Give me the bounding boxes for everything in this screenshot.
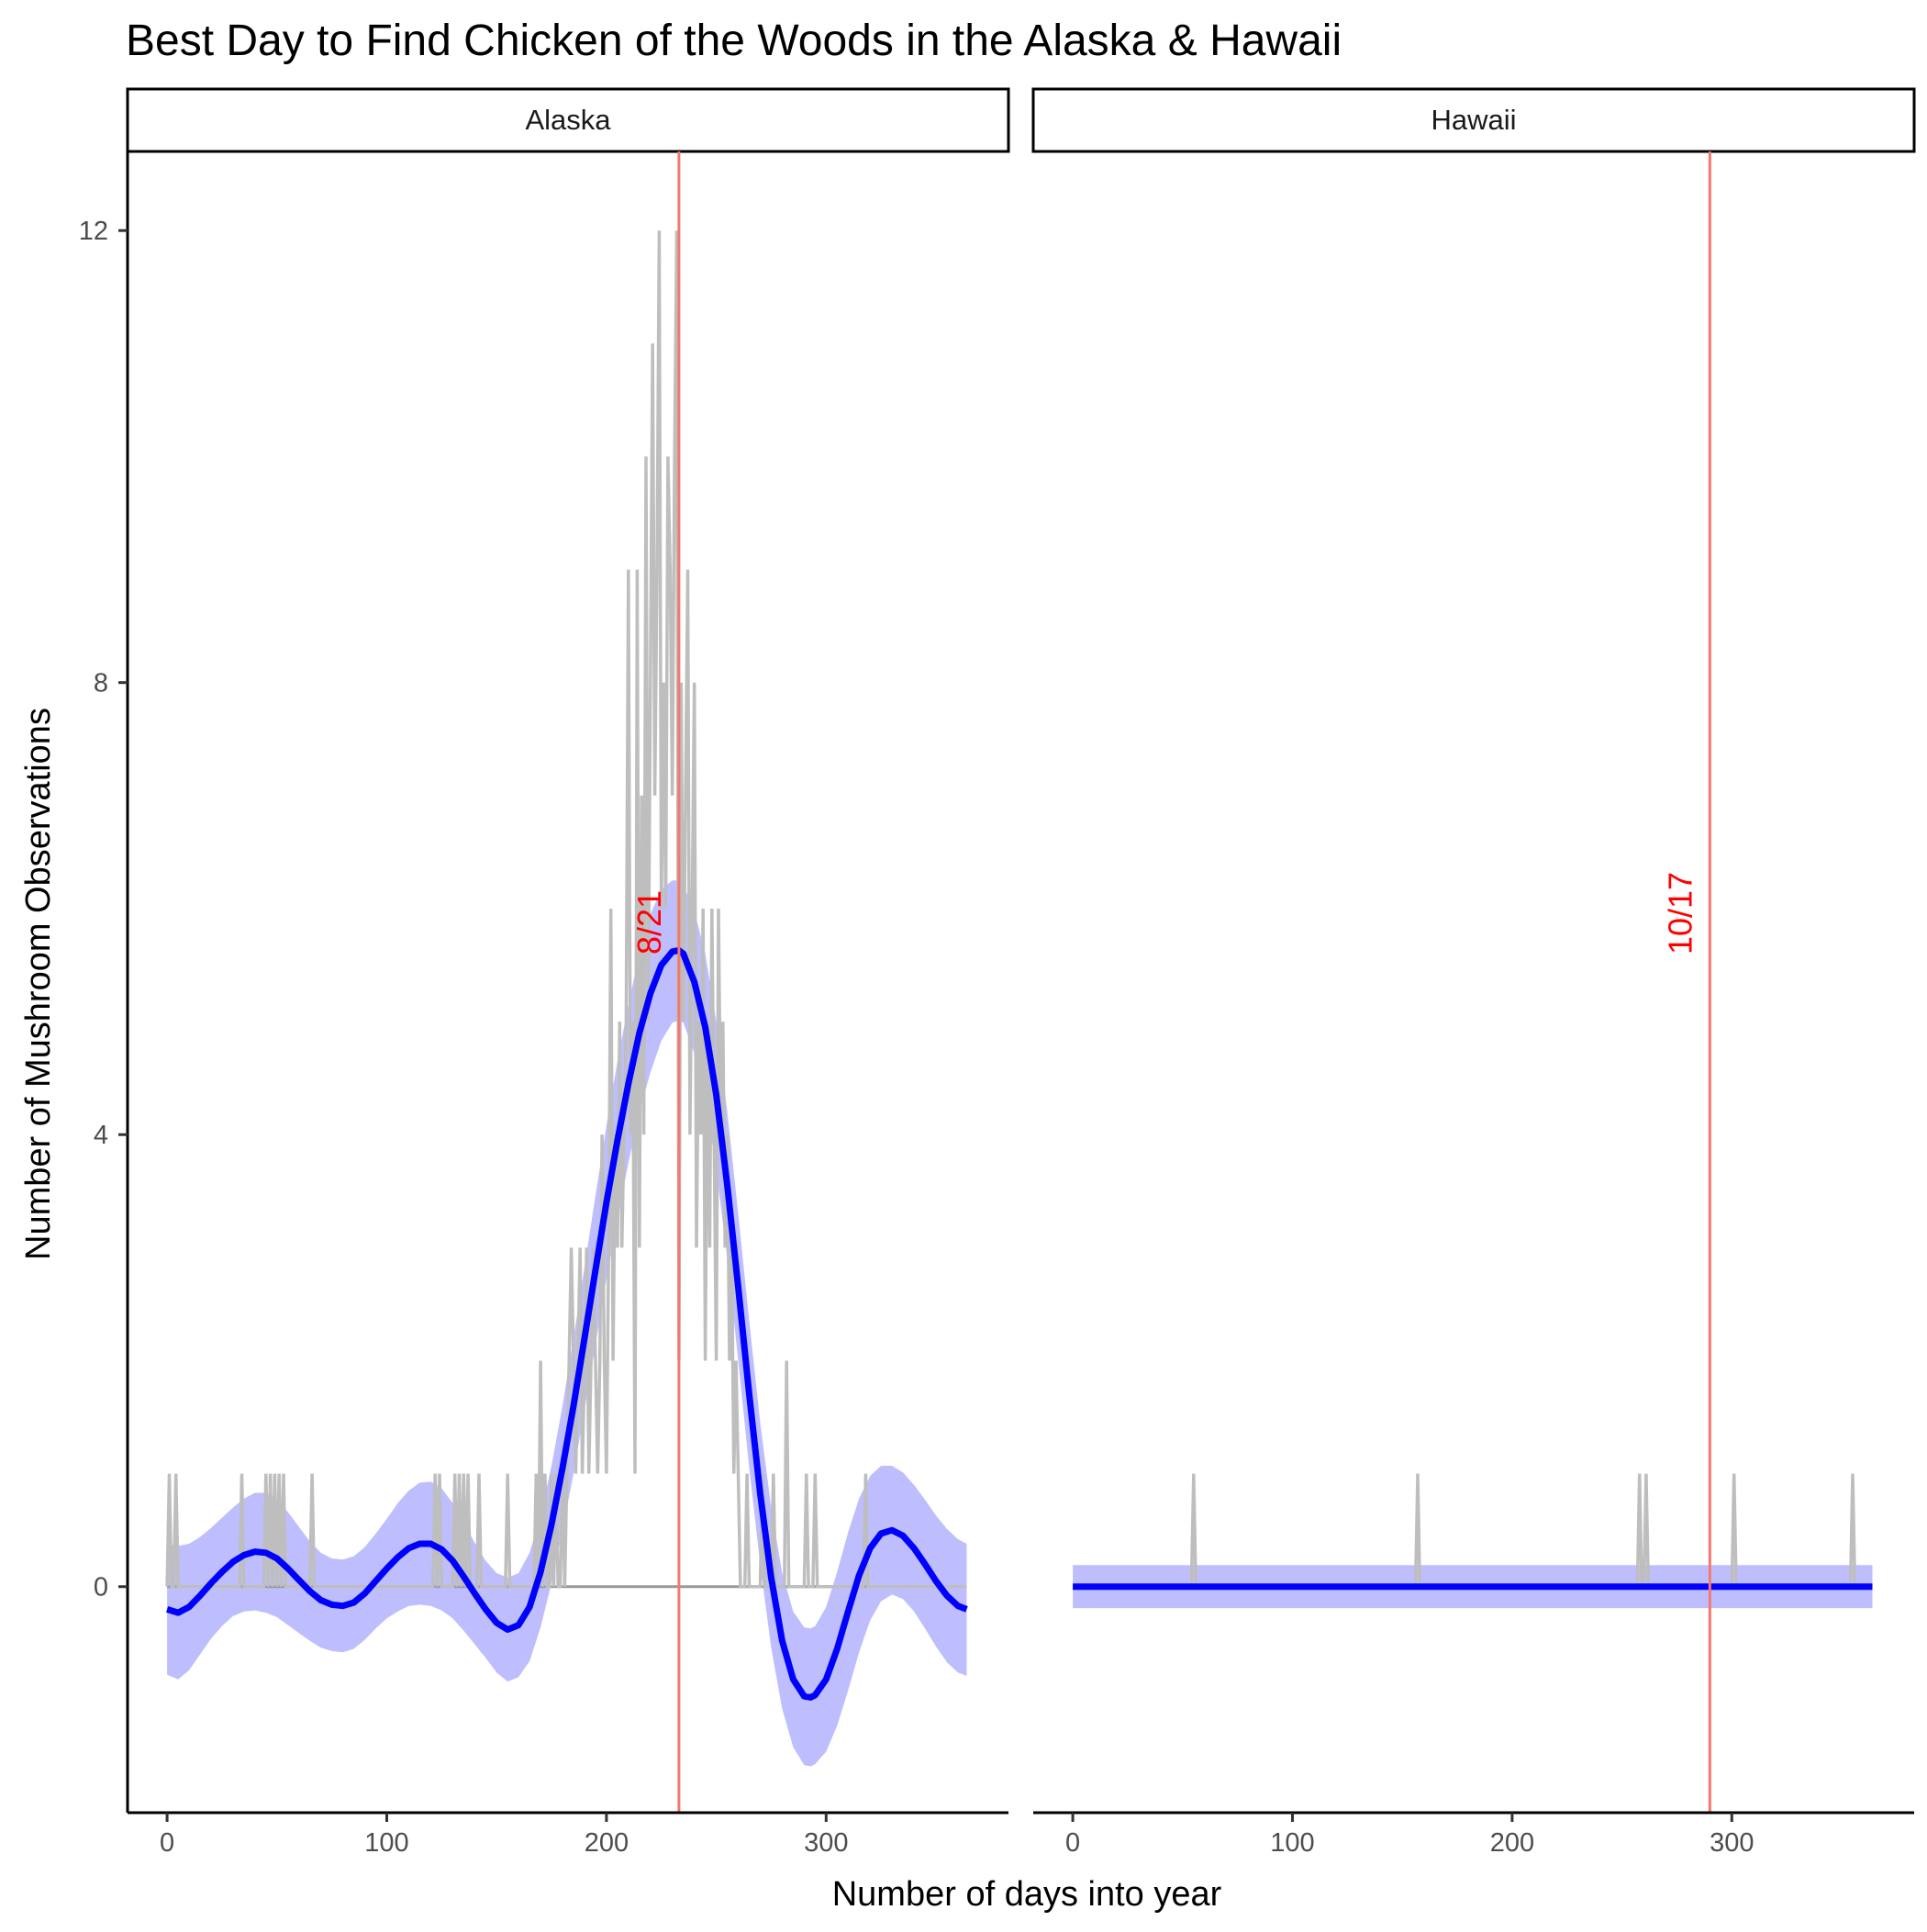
panel-hawaii: Hawaii 10/17 <box>1031 87 1916 1822</box>
y-tick-label: 0 <box>94 1573 108 1603</box>
x-tick-labels: 0 100 200 300 0 100 200 300 <box>160 1828 1754 1858</box>
x-tick-label-hawaii: 300 <box>1710 1828 1754 1858</box>
strip-label-alaska: Alaska <box>525 104 611 136</box>
x-tick-label-hawaii: 0 <box>1065 1828 1080 1858</box>
strip-label-hawaii: Hawaii <box>1431 104 1516 136</box>
vline-layer-alaska: 8/21 <box>630 151 681 1813</box>
smooth-line-alaska <box>166 947 968 1701</box>
x-tick-label-alaska: 200 <box>585 1828 629 1858</box>
axes-alaska <box>118 151 1008 1822</box>
x-tick-label-hawaii: 200 <box>1490 1828 1534 1858</box>
peak-label-alaska: 8/21 <box>630 890 668 955</box>
strip-alaska <box>126 87 1010 153</box>
y-tick-label: 8 <box>94 669 108 698</box>
y-tick-label: 4 <box>94 1121 108 1150</box>
x-tick-label-alaska: 300 <box>804 1828 848 1858</box>
strip-hawaii <box>1031 87 1916 153</box>
peak-label-hawaii: 10/17 <box>1661 872 1699 955</box>
panel-alaska: Alaska 8/21 <box>118 87 1010 1822</box>
x-tick-label-alaska: 0 <box>160 1828 174 1858</box>
y-tick-labels: 0 4 8 12 <box>79 217 108 1603</box>
raw-count-line-alaska <box>165 230 967 1589</box>
ribbon-layer-alaska <box>167 880 967 1767</box>
chart-title: Best Day to Find Chicken of the Woods in… <box>126 17 1342 65</box>
raw-layer-alaska <box>165 230 967 1589</box>
x-tick-label-hawaii: 100 <box>1270 1828 1314 1858</box>
y-tick-label: 12 <box>79 217 108 246</box>
axes-hawaii <box>1033 1811 1914 1822</box>
x-tick-label-alaska: 100 <box>364 1828 408 1858</box>
x-axis-title: Number of days into year <box>832 1875 1222 1914</box>
confidence-band-alaska <box>167 880 967 1767</box>
vline-layer-hawaii: 10/17 <box>1661 151 1711 1813</box>
smooth-layer-alaska <box>166 947 968 1701</box>
y-axis-title: Number of Mushroom Observations <box>19 708 58 1260</box>
